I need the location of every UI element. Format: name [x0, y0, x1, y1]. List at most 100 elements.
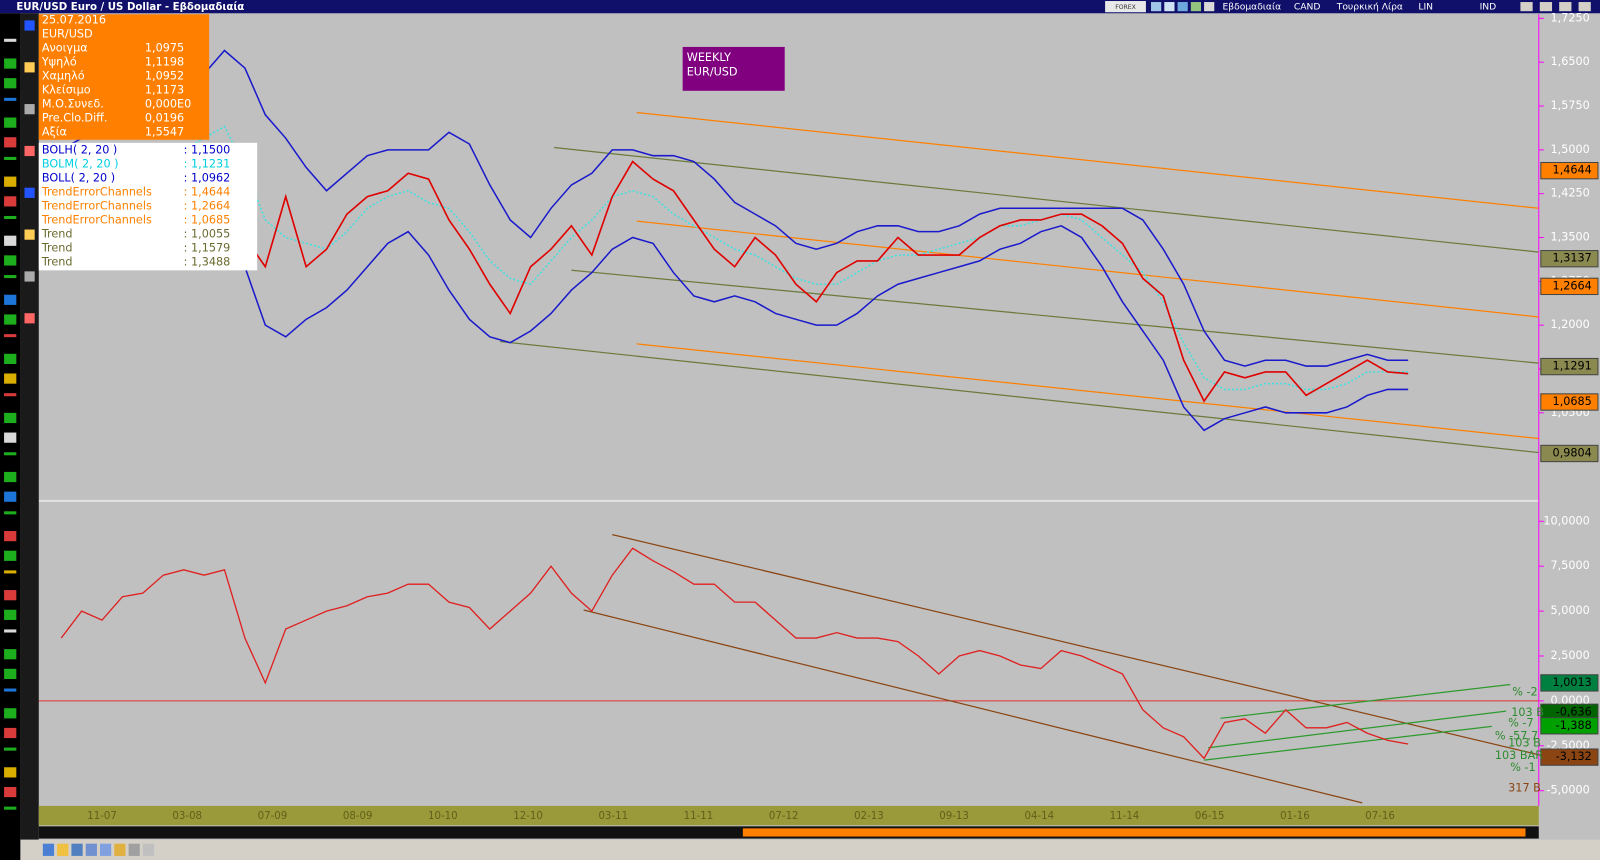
- bottom-icon[interactable]: [42, 843, 55, 856]
- tool-icon[interactable]: [4, 590, 17, 601]
- tool-icon[interactable]: [4, 727, 17, 739]
- price-marker-label: 1,4644: [1553, 164, 1592, 177]
- tool-icon[interactable]: [4, 767, 17, 778]
- pane-divider: [38, 499, 1539, 502]
- tool-icon[interactable]: [4, 294, 17, 305]
- tool-icon[interactable]: [24, 229, 35, 240]
- tool-icon[interactable]: [24, 62, 35, 73]
- tool-icon[interactable]: [4, 58, 17, 69]
- tool-icon[interactable]: [4, 176, 17, 187]
- tool-icon[interactable]: [24, 20, 35, 31]
- tool-icon[interactable]: [4, 806, 17, 810]
- tool-icon[interactable]: [4, 235, 17, 246]
- tool-icon[interactable]: [4, 550, 17, 561]
- info-label: Χαμηλό: [42, 69, 85, 82]
- tool-icon[interactable]: [4, 511, 17, 515]
- indicator-value: : 1,0055: [184, 227, 231, 240]
- y-tick-label: 1,2000: [1551, 318, 1590, 331]
- price-marker: [1540, 393, 1599, 411]
- bottom-icon[interactable]: [85, 843, 97, 856]
- bottom-icon[interactable]: [57, 843, 69, 856]
- chart-label-box: [682, 46, 785, 91]
- tool-icon[interactable]: [4, 156, 17, 160]
- tool-icon[interactable]: [4, 452, 17, 456]
- tool-icon[interactable]: [4, 393, 17, 397]
- tool-icon[interactable]: [4, 708, 17, 719]
- tool-icon[interactable]: [24, 271, 35, 282]
- toolbar-item[interactable]: IND: [1480, 2, 1497, 13]
- price-marker: [1540, 748, 1599, 766]
- tool-icon[interactable]: [4, 649, 17, 660]
- price-marker-label: 1,3137: [1553, 252, 1592, 265]
- x-tick-label: 11-07: [87, 811, 117, 822]
- tool-icon[interactable]: [4, 373, 17, 384]
- price-marker: [1540, 250, 1599, 268]
- trend-line: [636, 343, 1539, 440]
- bottom-toolbar: [20, 839, 1600, 860]
- toolbar-icon[interactable]: [1204, 2, 1215, 12]
- indicator-panel: [38, 142, 258, 271]
- tool-icon[interactable]: [4, 668, 17, 680]
- tool-icon[interactable]: [4, 255, 17, 266]
- tool-icon[interactable]: [4, 196, 17, 207]
- tool-icon[interactable]: [24, 187, 35, 198]
- tool-icon[interactable]: [24, 313, 35, 324]
- tool-icon[interactable]: [4, 530, 17, 542]
- y-tick-label: 7,5000: [1551, 559, 1590, 572]
- annotation: % -57.7: [1495, 730, 1538, 743]
- tool-icon[interactable]: [24, 145, 35, 157]
- tool-icon[interactable]: [4, 78, 17, 89]
- bottom-icon[interactable]: [71, 843, 83, 856]
- window-button[interactable]: [1539, 2, 1553, 12]
- bottom-icon[interactable]: [128, 843, 140, 856]
- tool-icon[interactable]: [4, 471, 17, 483]
- window-button[interactable]: [1520, 2, 1533, 12]
- tool-icon[interactable]: [4, 38, 17, 42]
- tool-icon[interactable]: [4, 314, 17, 325]
- bottom-icon[interactable]: [142, 843, 155, 856]
- tool-icon[interactable]: [4, 786, 17, 798]
- x-tick-label: 11-11: [684, 811, 714, 822]
- tool-icon[interactable]: [4, 334, 17, 338]
- toolbar-icon[interactable]: [1190, 2, 1202, 12]
- trend-line: [1208, 710, 1507, 749]
- tool-icon[interactable]: [4, 432, 17, 443]
- tool-icon[interactable]: [4, 412, 17, 424]
- x-tick-label: 10-10: [428, 811, 458, 822]
- tool-icon[interactable]: [4, 117, 17, 128]
- indicator-value: : 1,3488: [184, 255, 231, 268]
- tool-icon[interactable]: [4, 275, 17, 279]
- y-tick-label: 1,5750: [1551, 99, 1590, 112]
- tool-icon[interactable]: [4, 215, 17, 220]
- toolbar-item[interactable]: LIN: [1418, 2, 1433, 13]
- bottom-icon[interactable]: [100, 843, 112, 856]
- toolbar-item[interactable]: CAND: [1294, 2, 1321, 13]
- tool-icon[interactable]: [4, 353, 17, 364]
- info-value: 0,0196: [145, 111, 184, 124]
- tool-icon[interactable]: [4, 97, 17, 101]
- tool-icon[interactable]: [4, 688, 17, 692]
- info-value: 1,0952: [145, 69, 184, 82]
- tool-icon[interactable]: [4, 137, 17, 148]
- window-button[interactable]: [1559, 2, 1572, 12]
- toolbar-icon[interactable]: [1177, 2, 1188, 12]
- toolbar-item[interactable]: Εβδομαδιαία: [1222, 2, 1281, 13]
- y-tick-label: 1,4250: [1551, 187, 1590, 200]
- tool-icon[interactable]: [4, 609, 17, 620]
- toolbar-icon[interactable]: [1151, 2, 1162, 12]
- tool-icon[interactable]: [4, 570, 17, 574]
- tool-icon[interactable]: [4, 491, 17, 502]
- annotation: 103 BAR: [1495, 749, 1543, 762]
- indicator-name: Trend: [41, 241, 73, 254]
- oscillator-pane: [38, 534, 1539, 804]
- tool-icon[interactable]: [4, 747, 17, 751]
- toolbar-icon[interactable]: [1164, 2, 1175, 12]
- tool-icon[interactable]: [24, 104, 35, 115]
- trend-line: [1204, 725, 1492, 761]
- bottom-icon[interactable]: [114, 843, 126, 856]
- toolbar-item[interactable]: Τουρκική Λίρα: [1336, 2, 1403, 13]
- scroll-thumb[interactable]: [742, 828, 1526, 837]
- window-button[interactable]: [1578, 2, 1591, 12]
- y-tick-label: 5,0000: [1551, 604, 1590, 617]
- tool-icon[interactable]: [4, 629, 17, 633]
